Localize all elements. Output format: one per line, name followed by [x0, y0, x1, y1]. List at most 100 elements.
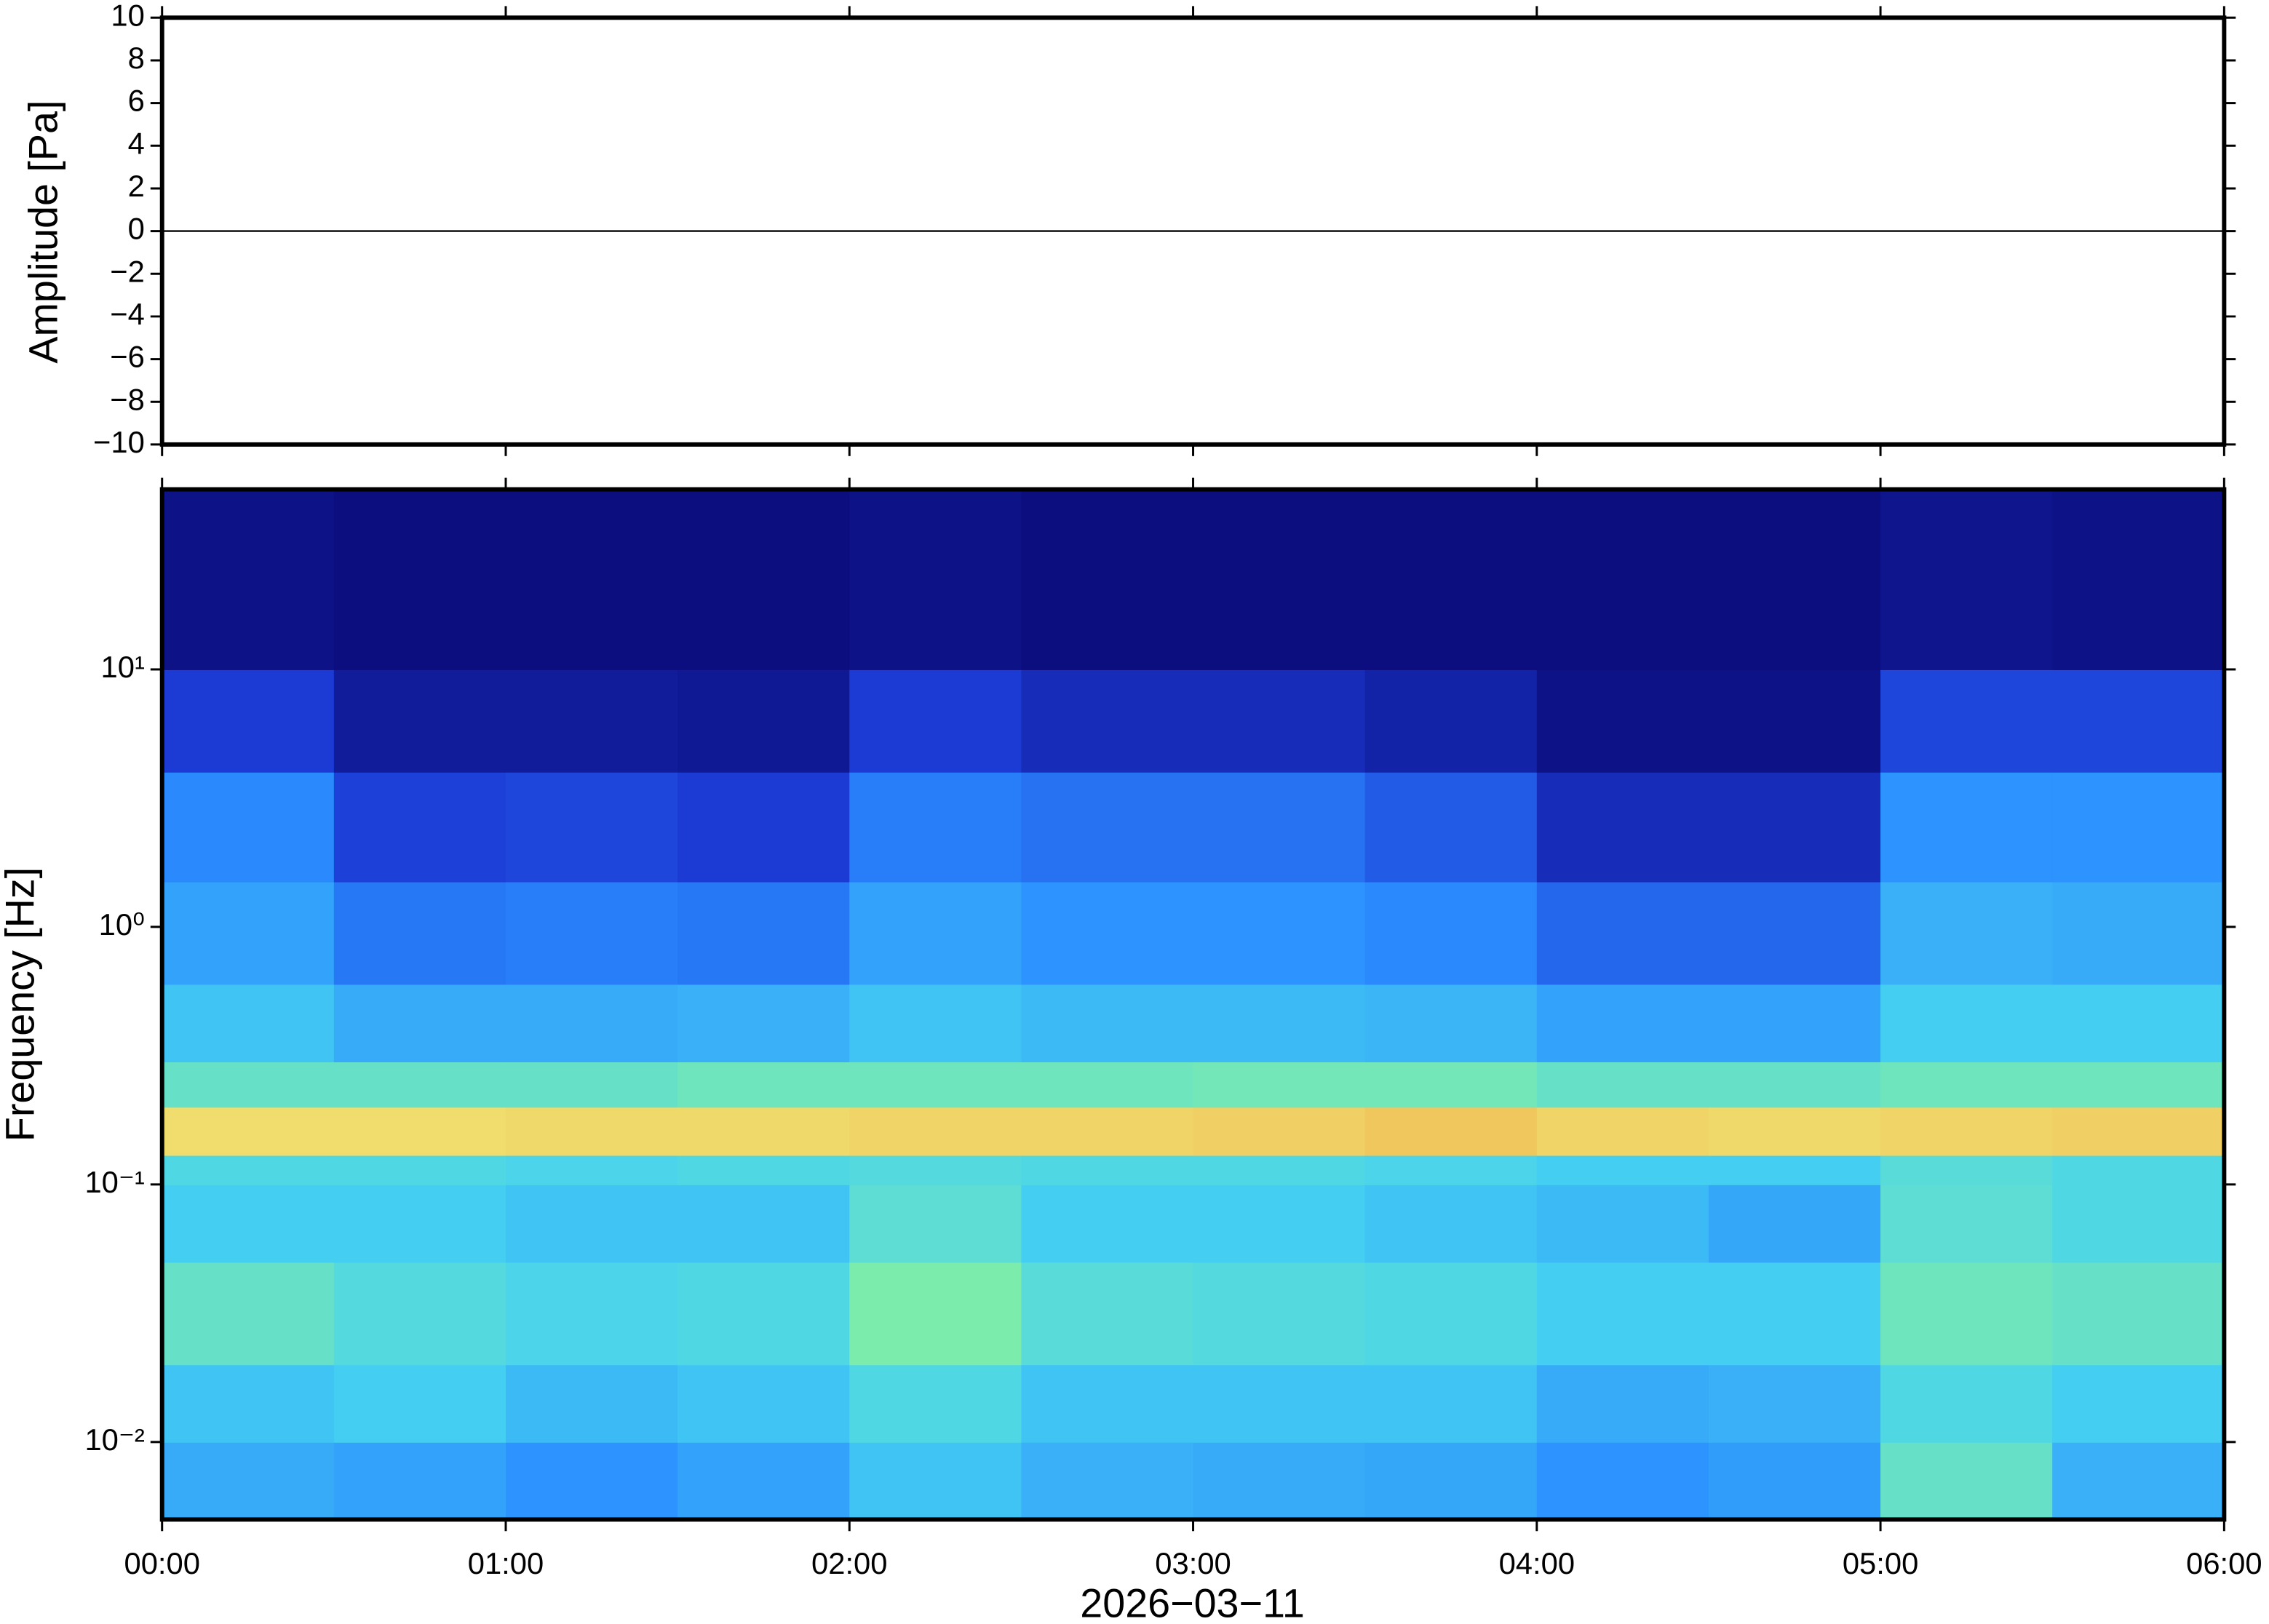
spectrogram-cell	[505, 771, 679, 883]
spectrogram-cell	[1880, 1364, 2054, 1443]
spectrogram-cell	[1536, 669, 1709, 773]
spectrogram-cell	[1364, 1364, 1538, 1443]
spectrogram-cell	[1708, 1364, 1882, 1443]
spectrogram-cell	[333, 1155, 506, 1185]
spectrogram-cell	[1708, 771, 1882, 883]
spectrogram-cell	[849, 669, 1022, 773]
spectrogram-cell	[162, 1364, 335, 1443]
x-tick-label: 06:00	[2186, 1546, 2262, 1580]
spectrogram-cell	[162, 669, 335, 773]
spectrogram-cell	[1536, 881, 1709, 985]
spectrogram-cell	[1021, 984, 1194, 1062]
spectrogram-cell	[677, 1262, 851, 1366]
y-tick-label: 10¹	[101, 650, 145, 684]
spectrogram-cell	[1364, 1441, 1538, 1521]
spectrogram-cell	[1880, 1155, 2054, 1185]
spectrogram-cell	[1536, 1155, 1709, 1185]
spectrogram-cell	[505, 489, 679, 670]
spectrogram-cell	[1708, 1061, 1882, 1108]
y-tick-label: 10	[111, 0, 144, 32]
spectrogram-cell	[1021, 1184, 1194, 1263]
spectrogram-cell	[677, 1184, 851, 1263]
spectrogram-cell	[333, 1262, 506, 1366]
spectrogram-cell	[1708, 1184, 1882, 1263]
spectrogram-cell	[849, 1107, 1022, 1156]
spectrogram-cell	[333, 669, 506, 773]
spectrogram-cell	[1364, 1155, 1538, 1185]
y-tick-label: −10	[93, 425, 145, 459]
spectrogram-cell	[2052, 1155, 2225, 1185]
y-tick-label: 0	[128, 212, 145, 246]
spectrogram-cell	[162, 881, 335, 985]
x-tick-label: 04:00	[1499, 1546, 1575, 1580]
spectrogram-cell	[1021, 881, 1194, 985]
spectrogram-cell	[849, 1155, 1022, 1185]
spectrogram-cell	[1193, 1262, 1366, 1366]
spectrogram-cell	[1021, 771, 1194, 883]
spectrogram-cell	[677, 984, 851, 1062]
spectrogram-cell	[333, 489, 506, 670]
spectrogram-cell	[505, 881, 679, 985]
spectrogram-cell	[333, 1107, 506, 1156]
y-tick-label: −2	[110, 254, 145, 288]
spectrogram-cell	[1364, 984, 1538, 1062]
spectrogram-cell	[1880, 669, 2054, 773]
spectrogram-cell	[1021, 1441, 1194, 1521]
spectrogram-cell	[1536, 1262, 1709, 1366]
spectrogram-cell	[1193, 984, 1366, 1062]
y-tick-label: −8	[110, 382, 145, 416]
spectrogram-cell	[505, 1262, 679, 1366]
spectrogram-cell	[505, 669, 679, 773]
spectrogram-cell	[1880, 1184, 2054, 1263]
spectrogram-cell	[1193, 1184, 1366, 1263]
spectrogram-cell	[2052, 1184, 2225, 1263]
spectrogram-cell	[1708, 1262, 1882, 1366]
spectrogram-cell	[1708, 881, 1882, 985]
spectrogram-cell	[1880, 1441, 2054, 1521]
spectrogram-cell	[849, 1061, 1022, 1108]
spectrogram-cell	[333, 1184, 506, 1263]
spectrogram-cell	[1708, 984, 1882, 1062]
spectrogram-cell	[1193, 881, 1366, 985]
spectrogram-cell	[1536, 1061, 1709, 1108]
spectrogram-cell	[162, 1184, 335, 1263]
spectrogram-cell	[1193, 1441, 1366, 1521]
spectrogram-cell	[1708, 489, 1882, 670]
spectrogram-cell	[2052, 1364, 2225, 1443]
spectrogram-cell	[1880, 984, 2054, 1062]
spectrogram-cell	[1708, 1441, 1882, 1521]
y-tick-label: 8	[128, 41, 145, 75]
spectrogram-cell	[1364, 1061, 1538, 1108]
spectrogram-cell	[1364, 1107, 1538, 1156]
y-axis-label: Frequency [Hz]	[0, 867, 43, 1142]
spectrogram-cell	[2052, 984, 2225, 1062]
spectrogram-cell	[849, 771, 1022, 883]
spectrogram-cell	[849, 881, 1022, 985]
spectrogram-cell	[333, 1364, 506, 1443]
spectrogram-cell	[1880, 1107, 2054, 1156]
spectrogram-cell	[1708, 669, 1882, 773]
spectrogram-cell	[162, 984, 335, 1062]
spectrogram-cell	[162, 489, 335, 670]
spectrogram-cell	[1021, 489, 1194, 670]
spectrogram-cell	[162, 1262, 335, 1366]
spectrogram-cell	[333, 881, 506, 985]
spectrogram-cell	[1536, 1364, 1709, 1443]
spectrogram-cell	[1193, 1061, 1366, 1108]
spectrogram-cell	[1021, 1364, 1194, 1443]
spectrogram-cell	[1193, 1155, 1366, 1185]
spectrogram-cell	[1021, 1262, 1194, 1366]
spectrogram-cell	[505, 984, 679, 1062]
spectrogram-cell	[1364, 771, 1538, 883]
spectrogram-cell	[1708, 1155, 1882, 1185]
spectrogram-cell	[1193, 1107, 1366, 1156]
spectrogram-cell	[1536, 771, 1709, 883]
spectrogram-cell	[505, 1155, 679, 1185]
spectrogram-cell	[162, 1061, 335, 1108]
spectrogram-cell	[2052, 1441, 2225, 1521]
x-axis-label: 2026−03−11	[1080, 1580, 1305, 1624]
spectrogram-cell	[1880, 1061, 2054, 1108]
y-tick-label: 10⁻²	[84, 1422, 144, 1457]
spectrogram-cell	[1193, 489, 1366, 670]
x-tick-label: 00:00	[124, 1546, 199, 1580]
